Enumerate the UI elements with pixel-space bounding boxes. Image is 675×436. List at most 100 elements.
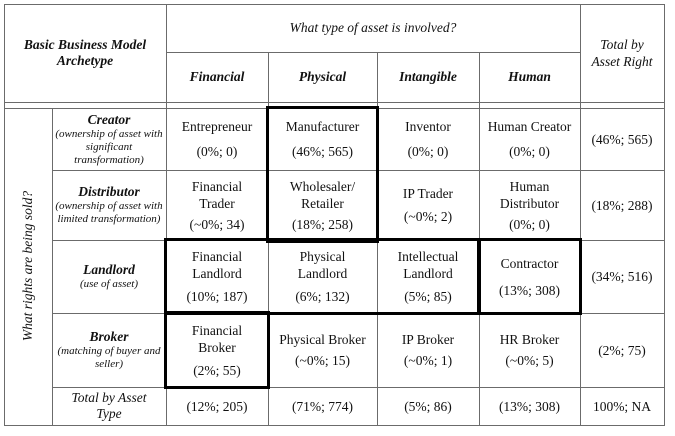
cell-value: (46%; 565) [291, 144, 354, 159]
cell-label: Inventor [405, 119, 451, 134]
row-header-name: Distributor [78, 184, 140, 199]
cell-human-creator: Human Creator (0%; 0) [479, 108, 580, 170]
row-header-desc: (ownership of asset with limited transfo… [55, 200, 163, 225]
corner-title-text: Basic Business Model Archetype [23, 37, 147, 68]
row-question-text: What rights are being sold? [20, 190, 35, 342]
grid-line [166, 4, 167, 425]
column-header-physical: Physical [268, 52, 377, 102]
column-question-text: What type of asset is involved? [289, 20, 457, 35]
cell-manufacturer: Manufacturer (46%; 565) [268, 108, 377, 170]
total-by-right-header: Total by Asset Right [580, 4, 664, 102]
row-total-distributor: (18%; 288) [580, 170, 664, 240]
column-total-physical: (71%; 774) [268, 387, 377, 425]
cell-label: Financial Trader [191, 178, 243, 211]
cell-value: (~0%; 1) [403, 353, 453, 368]
grid-line [4, 102, 665, 103]
column-total-value: (5%; 86) [404, 398, 452, 414]
highlight-box-contractor [477, 238, 582, 315]
cell-label: Entrepreneur [181, 119, 253, 134]
cell-human-distributor: Human Distributor (0%; 0) [479, 170, 580, 240]
highlight-box-manufacturer-wholesaler [266, 106, 379, 243]
cell-financial-landlord: Financial Landlord (10%; 187) [166, 240, 268, 313]
corner-title: Basic Business Model Archetype [4, 4, 166, 102]
row-question: What rights are being sold? [4, 108, 52, 424]
column-total-financial: (12%; 205) [166, 387, 268, 425]
cell-financial-trader: Financial Trader (~0%; 34) [166, 170, 268, 240]
cell-label: HR Broker [499, 332, 560, 347]
row-header-desc: (matching of buyer and seller) [57, 345, 161, 370]
cell-intellectual-landlord: Intellectual Landlord (5%; 85) [377, 240, 479, 313]
column-total-value: (13%; 308) [498, 398, 561, 414]
cell-value: (~0%; 2) [403, 209, 453, 224]
cell-label: Contractor [500, 255, 559, 271]
cell-label: Human Distributor [499, 178, 560, 211]
grid-line [4, 425, 665, 426]
cell-value: (~0%; 34) [189, 216, 245, 232]
cell-label: Financial Broker [191, 322, 243, 355]
column-total-human: (13%; 308) [479, 387, 580, 425]
cell-inventor: Inventor (0%; 0) [377, 108, 479, 170]
row-total-landlord: (34%; 516) [580, 240, 664, 313]
cell-value: (~0%; 5) [505, 353, 554, 368]
row-total-value: (18%; 288) [591, 197, 653, 213]
row-header-broker: Broker (matching of buyer and seller) [52, 313, 166, 387]
row-header-distributor: Distributor (ownership of asset with lim… [52, 170, 166, 240]
cell-ip-broker: IP Broker (~0%; 1) [377, 313, 479, 387]
grid-line [52, 170, 665, 171]
cell-value: (~0%; 15) [295, 353, 350, 368]
row-header-name: Creator [87, 111, 131, 127]
cell-physical-landlord: Physical Landlord (6%; 132) [268, 240, 377, 313]
cell-value: (2%; 55) [193, 362, 241, 378]
column-header-human: Human [479, 52, 580, 102]
cell-value: (0%; 0) [509, 216, 550, 232]
cell-physical-broker: Physical Broker (~0%; 15) [268, 313, 377, 387]
column-total-value: (71%; 774) [291, 398, 354, 414]
column-header-text: Physical [298, 69, 347, 84]
grand-total-value: 100%; NA [592, 398, 652, 414]
cell-label: IP Broker [401, 332, 455, 347]
cell-value: (13%; 308) [498, 282, 561, 298]
column-question: What type of asset is involved? [166, 4, 580, 52]
row-header-total-by-type: Total by Asset Type [52, 387, 166, 425]
grid-line [4, 4, 5, 425]
cell-hr-broker: HR Broker (~0%; 5) [479, 313, 580, 387]
grid-line [4, 4, 665, 5]
column-header-text: Financial [189, 69, 245, 84]
column-total-intangible: (5%; 86) [377, 387, 479, 425]
grid-line [580, 4, 581, 425]
cell-value: (10%; 187) [186, 289, 248, 304]
cell-value: (6%; 132) [295, 289, 350, 304]
row-header-landlord: Landlord (use of asset) [52, 240, 166, 313]
highlight-box-financial-broker [164, 311, 270, 389]
cell-contractor: Contractor (13%; 308) [479, 240, 580, 313]
cell-label: Wholesaler/ Retailer [289, 178, 356, 211]
cell-financial-broker: Financial Broker (2%; 55) [166, 313, 268, 387]
row-header-creator: Creator (ownership of asset with signifi… [52, 108, 166, 170]
cell-label: Physical Landlord [297, 249, 348, 281]
row-total-value: (46%; 565) [591, 131, 653, 147]
grand-total: 100%; NA [580, 387, 664, 425]
column-total-value: (12%; 205) [186, 398, 248, 414]
grid-line [664, 4, 665, 425]
cell-label: Financial Landlord [191, 249, 243, 281]
cell-label: IP Trader [402, 186, 454, 201]
total-by-type-label: Total by Asset Type [71, 390, 147, 421]
cell-label: Manufacturer [285, 119, 360, 134]
cell-wholesaler-retailer: Wholesaler/ Retailer (18%; 258) [268, 170, 377, 240]
row-header-name: Broker [89, 329, 129, 344]
cell-value: (0%; 0) [407, 144, 449, 159]
cell-entrepreneur: Entrepreneur (0%; 0) [166, 108, 268, 170]
column-header-financial: Financial [166, 52, 268, 102]
row-header-desc: (ownership of asset with significant tra… [55, 127, 163, 166]
column-header-text: Human [508, 69, 551, 84]
grid-line [166, 52, 580, 53]
row-total-creator: (46%; 565) [580, 108, 664, 170]
cell-value: (0%; 0) [196, 144, 238, 159]
grid-line [52, 108, 53, 425]
row-total-broker: (2%; 75) [580, 313, 664, 387]
column-header-intangible: Intangible [377, 52, 479, 102]
column-header-text: Intangible [399, 69, 457, 84]
total-by-right-header-text: Total by Asset Right [591, 37, 653, 69]
highlight-box-landlord-row [164, 238, 481, 315]
